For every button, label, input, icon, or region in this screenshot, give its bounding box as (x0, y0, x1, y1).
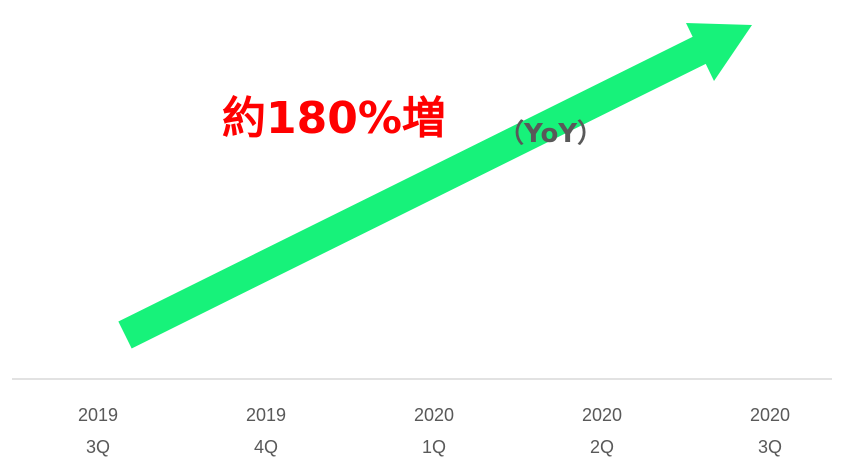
x-tick-label: 2019 (246, 405, 286, 425)
trend-arrow-head (686, 23, 752, 81)
trend-arrow-shaft (118, 30, 719, 349)
x-tick-label: 2020 (750, 405, 790, 425)
x-tick-label: 3Q (86, 437, 110, 457)
growth-annotation: 約180%増 (222, 93, 446, 144)
x-tick-label: 2019 (78, 405, 118, 425)
x-tick-label: 1Q (422, 437, 446, 457)
x-tick-label: 3Q (758, 437, 782, 457)
x-tick-label: 2Q (590, 437, 614, 457)
x-tick-label: 2020 (414, 405, 454, 425)
x-tick-label: 4Q (254, 437, 278, 457)
x-tick-label: 2020 (582, 405, 622, 425)
yoy-annotation: （YoY） (498, 119, 603, 149)
